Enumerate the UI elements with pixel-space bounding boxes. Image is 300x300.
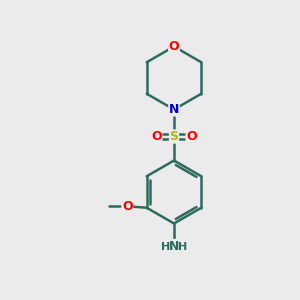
Text: H: H — [161, 242, 170, 253]
Text: O: O — [151, 130, 162, 143]
Text: O: O — [122, 200, 133, 213]
Text: N: N — [169, 103, 179, 116]
Text: S: S — [169, 130, 178, 143]
Text: N: N — [169, 239, 179, 253]
Text: O: O — [169, 40, 179, 53]
Text: H: H — [178, 242, 187, 253]
Text: O: O — [186, 130, 197, 143]
